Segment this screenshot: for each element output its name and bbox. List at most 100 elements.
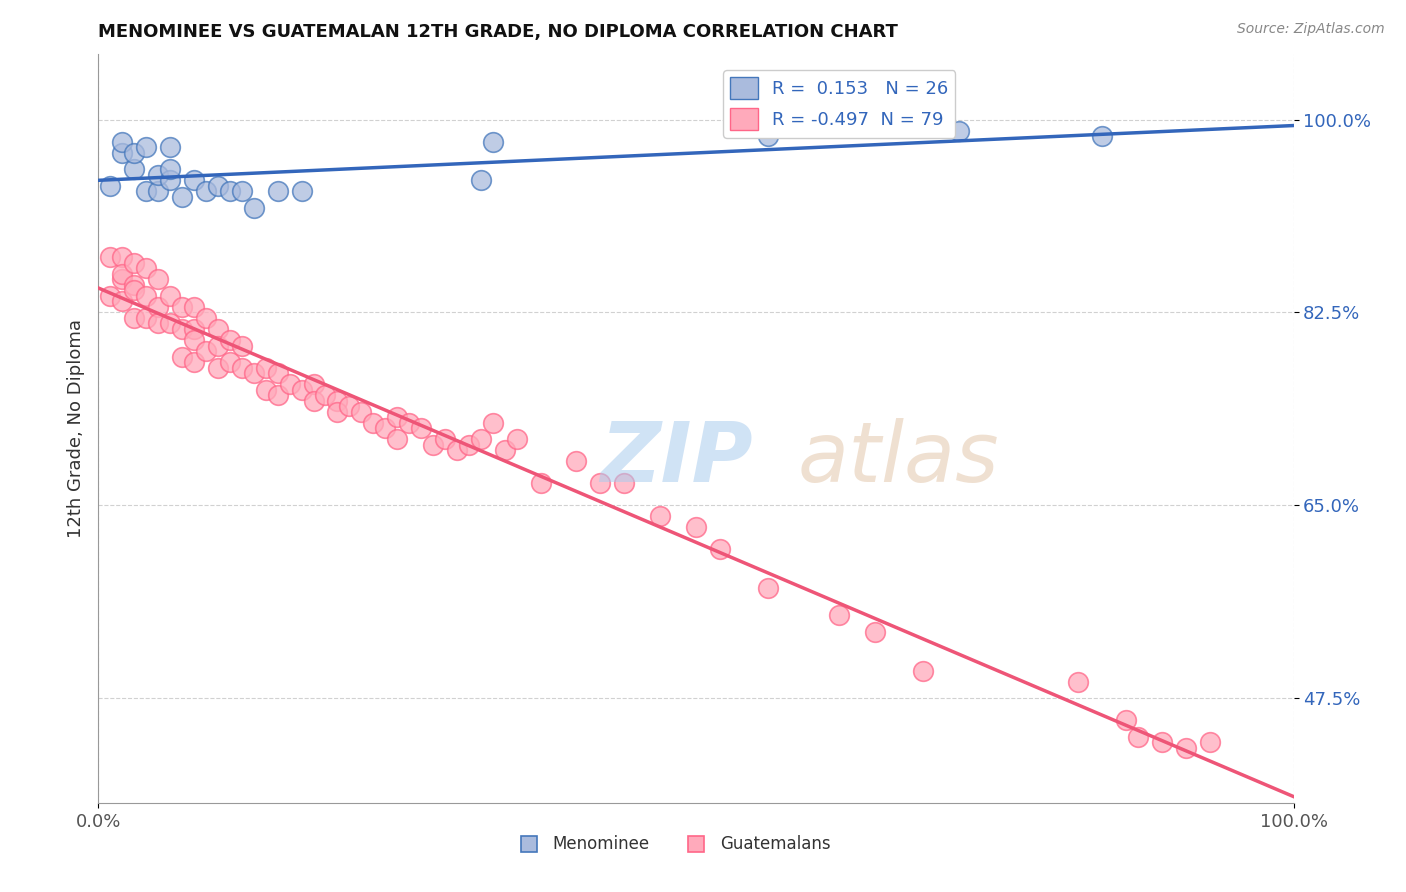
Text: MENOMINEE VS GUATEMALAN 12TH GRADE, NO DIPLOMA CORRELATION CHART: MENOMINEE VS GUATEMALAN 12TH GRADE, NO D… xyxy=(98,23,898,41)
Point xyxy=(458,438,481,452)
Point xyxy=(363,416,385,430)
Text: ZIP: ZIP xyxy=(600,417,754,499)
Point xyxy=(1152,735,1174,749)
Point xyxy=(470,173,492,187)
Point xyxy=(159,289,181,303)
Point xyxy=(207,178,229,193)
Point xyxy=(98,251,122,265)
Point xyxy=(267,366,290,380)
Point xyxy=(1128,730,1150,744)
Point xyxy=(589,476,612,491)
Text: atlas: atlas xyxy=(797,417,1000,499)
Point xyxy=(506,432,529,446)
Point xyxy=(219,355,242,369)
Point xyxy=(648,509,672,524)
Point xyxy=(530,476,553,491)
Point xyxy=(756,581,779,595)
Point xyxy=(207,338,229,352)
Point xyxy=(254,383,277,397)
Point xyxy=(350,404,373,418)
Point xyxy=(111,294,134,309)
Point xyxy=(183,173,205,187)
Point xyxy=(124,256,146,270)
Point xyxy=(339,399,361,413)
Point xyxy=(565,454,588,468)
Point xyxy=(172,190,194,204)
Point xyxy=(111,145,134,160)
Point xyxy=(111,272,134,286)
Point xyxy=(183,333,205,347)
Point xyxy=(207,322,229,336)
Point xyxy=(135,184,157,198)
Point xyxy=(183,355,205,369)
Point xyxy=(267,388,290,402)
Point xyxy=(148,184,170,198)
Point xyxy=(709,542,731,557)
Point xyxy=(159,140,181,154)
Legend: R =  0.153   N = 26, R = -0.497  N = 79: R = 0.153 N = 26, R = -0.497 N = 79 xyxy=(723,70,956,137)
Point xyxy=(254,360,277,375)
Point xyxy=(183,300,205,314)
Point xyxy=(267,184,290,198)
Point xyxy=(172,300,194,314)
Point xyxy=(948,123,970,137)
Point xyxy=(124,284,146,298)
Point xyxy=(207,360,229,375)
Point xyxy=(135,261,157,276)
Point xyxy=(422,438,444,452)
Y-axis label: 12th Grade, No Diploma: 12th Grade, No Diploma xyxy=(66,318,84,538)
Point xyxy=(374,421,396,435)
Point xyxy=(172,322,194,336)
Point xyxy=(148,272,170,286)
Point xyxy=(1199,735,1222,749)
Text: Menominee: Menominee xyxy=(553,835,650,853)
Point xyxy=(481,416,505,430)
Point xyxy=(278,377,301,392)
Point xyxy=(613,476,636,491)
Point xyxy=(756,129,779,144)
Point xyxy=(219,333,242,347)
Point xyxy=(148,317,170,331)
Point xyxy=(302,377,325,392)
Point xyxy=(124,310,146,325)
Point xyxy=(231,360,253,375)
Point xyxy=(219,184,242,198)
Point xyxy=(302,393,325,408)
Point xyxy=(1091,129,1114,144)
Point xyxy=(195,184,218,198)
Point xyxy=(494,443,516,458)
Point xyxy=(1115,713,1137,727)
Point xyxy=(172,350,194,364)
Point xyxy=(385,410,409,425)
Point xyxy=(315,388,337,402)
Point xyxy=(828,608,851,623)
Point xyxy=(291,184,314,198)
Point xyxy=(135,310,157,325)
Point xyxy=(243,201,266,215)
Point xyxy=(481,135,505,149)
Point xyxy=(326,393,349,408)
Point xyxy=(159,162,181,177)
Point xyxy=(111,135,134,149)
Point xyxy=(159,317,181,331)
Point xyxy=(1067,674,1090,689)
Point xyxy=(326,404,349,418)
Point xyxy=(434,432,457,446)
Point xyxy=(1175,740,1198,755)
Point xyxy=(159,173,181,187)
Point xyxy=(231,338,253,352)
Point xyxy=(135,140,157,154)
Point xyxy=(411,421,433,435)
Point xyxy=(148,300,170,314)
Text: Guatemalans: Guatemalans xyxy=(720,835,831,853)
Point xyxy=(231,184,253,198)
Point xyxy=(243,366,266,380)
Point xyxy=(148,168,170,182)
Text: Source: ZipAtlas.com: Source: ZipAtlas.com xyxy=(1237,22,1385,37)
Point xyxy=(111,251,134,265)
Point xyxy=(385,432,409,446)
Point xyxy=(911,664,934,678)
Point xyxy=(111,267,134,281)
Point xyxy=(398,416,420,430)
Point xyxy=(135,289,157,303)
